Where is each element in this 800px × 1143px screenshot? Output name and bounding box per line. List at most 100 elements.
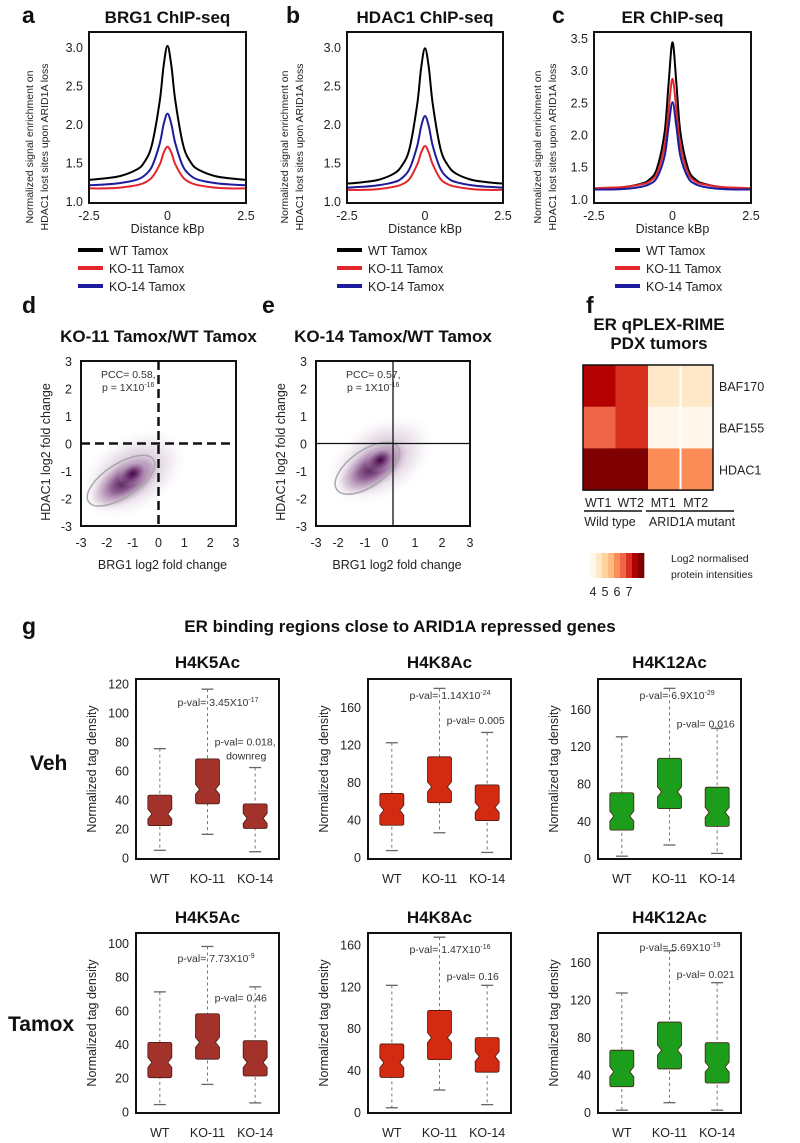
x-tick-label: -2 xyxy=(101,536,112,550)
p-value-ko14-note: downreg xyxy=(226,751,266,763)
heatmap-cell xyxy=(615,365,649,408)
y-tick-label: 40 xyxy=(115,1038,129,1052)
pcc-annotation: PCC= 0.58, xyxy=(101,369,156,381)
box-plot-title: H4K8Ac xyxy=(407,908,472,927)
x-tick-label: 0 xyxy=(382,536,389,550)
p-value-annotation-exponent: -16 xyxy=(389,382,399,389)
chart-title: ER ChIP-seq xyxy=(621,8,723,27)
density-peak xyxy=(365,447,395,473)
x-tick-label: 0 xyxy=(155,536,162,550)
heatmap-cell xyxy=(680,365,714,408)
y-axis-label: Normalized signal enrichment on xyxy=(279,70,291,223)
series-line-ko-14-tamox xyxy=(593,101,752,191)
notched-box xyxy=(657,1021,682,1070)
x-axis-label: Distance kBp xyxy=(131,222,205,236)
x-tick-label: 3 xyxy=(467,536,474,550)
pcc-annotation: PCC= 0.57, xyxy=(346,369,401,381)
y-tick-label: 0 xyxy=(122,1105,129,1119)
x-tick-label: 1 xyxy=(412,536,419,550)
p-value-ko14: p-val= 0.018, xyxy=(215,737,276,749)
p-value-ko11-base: p-val= 1.47X10 xyxy=(409,944,480,956)
x-tick-label: -2.5 xyxy=(78,209,100,223)
y-tick-label: 20 xyxy=(115,823,129,837)
y-axis-label: HDAC1 lost sites upon ARID1A loss xyxy=(294,64,306,231)
heatmap-cell xyxy=(615,448,649,491)
notched-box xyxy=(704,786,730,827)
notched-box xyxy=(474,1037,500,1073)
y-tick-label: 3.0 xyxy=(324,41,341,55)
y-tick-label: 80 xyxy=(577,1031,591,1045)
legend-label: KO-14 Tamox xyxy=(368,280,445,294)
p-value-ko11: p-val= 7.73X10-9 xyxy=(177,953,254,965)
y-tick-label: 3.5 xyxy=(571,32,588,46)
p-value-ko11-exponent: -24 xyxy=(480,690,490,697)
y-tick-label: 0 xyxy=(584,1106,591,1120)
notched-box xyxy=(609,792,635,831)
notched-box xyxy=(195,1013,220,1060)
p-value-ko11-exponent: -9 xyxy=(248,953,254,960)
y-tick-label: 3 xyxy=(65,355,72,369)
series-line-ko-11-tamox xyxy=(593,77,752,190)
y-tick-label: 160 xyxy=(570,703,591,717)
y-tick-label: 1.0 xyxy=(66,195,83,209)
y-tick-label: 120 xyxy=(340,739,361,753)
y-axis-label: Normalized tag density xyxy=(85,959,99,1087)
x-axis-label: Distance kBp xyxy=(636,222,710,236)
heatmap-cell xyxy=(583,365,616,408)
x-tick-label: -3 xyxy=(75,536,86,550)
x-tick-label: 0 xyxy=(422,209,429,223)
y-tick-label: 0 xyxy=(300,438,307,452)
colorbar-title: protein intensities xyxy=(671,569,753,581)
row-label: BAF155 xyxy=(719,422,764,436)
panel-letter: a xyxy=(22,2,35,28)
notched-box xyxy=(427,1010,452,1061)
row-label-tamox: Tamox xyxy=(8,1013,74,1036)
y-tick-label: 1.5 xyxy=(66,157,83,171)
y-tick-label: 0 xyxy=(122,852,129,866)
colorbar-swatch xyxy=(626,553,633,578)
p-value-annotation: p = 1X10-16 xyxy=(347,382,400,394)
box-plot-title: H4K12Ac xyxy=(632,653,707,672)
plot-frame xyxy=(593,31,752,204)
y-tick-label: 100 xyxy=(108,706,129,720)
p-value-annotation: p = 1X10-16 xyxy=(102,382,155,394)
x-tick-label: 2.5 xyxy=(494,209,511,223)
y-axis-label: HDAC1 lost sites upon ARID1A loss xyxy=(39,64,51,231)
x-tick-label: 2 xyxy=(207,536,214,550)
row-label: HDAC1 xyxy=(719,463,761,477)
x-category-label: KO-11 xyxy=(422,1126,457,1140)
y-tick-label: 40 xyxy=(577,1069,591,1083)
colorbar-title: Log2 normalised xyxy=(671,553,749,565)
notched-box xyxy=(474,784,500,821)
colorbar-swatch xyxy=(608,553,615,578)
heatmap-cell xyxy=(648,406,681,449)
p-value-annotation-base: p = 1X10 xyxy=(347,382,389,394)
box-plot-title: H4K8Ac xyxy=(407,653,472,672)
heatmap-cell xyxy=(680,406,714,449)
x-tick-label: 1 xyxy=(181,536,188,550)
plot-frame xyxy=(80,360,237,527)
column-label: MT2 xyxy=(683,496,708,510)
y-tick-label: 1 xyxy=(300,410,307,424)
y-tick-label: 120 xyxy=(570,740,591,754)
y-tick-label: 40 xyxy=(115,793,129,807)
notched-box xyxy=(147,1041,173,1079)
x-category-label: WT xyxy=(382,1126,402,1140)
legend-label: KO-14 Tamox xyxy=(109,280,186,294)
x-tick-label: 2.5 xyxy=(742,209,759,223)
p-value-ko11: p-val= 3.45X10-17 xyxy=(177,697,258,709)
colorbar-swatch xyxy=(632,553,639,578)
panel-letter: g xyxy=(22,613,36,639)
density-peak xyxy=(117,461,148,487)
box-plot-title: H4K12Ac xyxy=(632,908,707,927)
x-category-label: WT xyxy=(150,872,170,886)
colorbar-tick-label: 7 xyxy=(626,585,633,599)
panel-g-title: ER binding regions close to ARID1A repre… xyxy=(184,617,615,636)
x-tick-label: 2 xyxy=(439,536,446,550)
legend-label: KO-11 Tamox xyxy=(368,262,444,276)
x-category-label: KO-14 xyxy=(237,1126,273,1140)
x-tick-label: 2.5 xyxy=(237,209,254,223)
notched-box xyxy=(147,794,173,827)
legend-label: KO-11 Tamox xyxy=(109,262,185,276)
p-value-ko11-exponent: -17 xyxy=(248,697,258,704)
